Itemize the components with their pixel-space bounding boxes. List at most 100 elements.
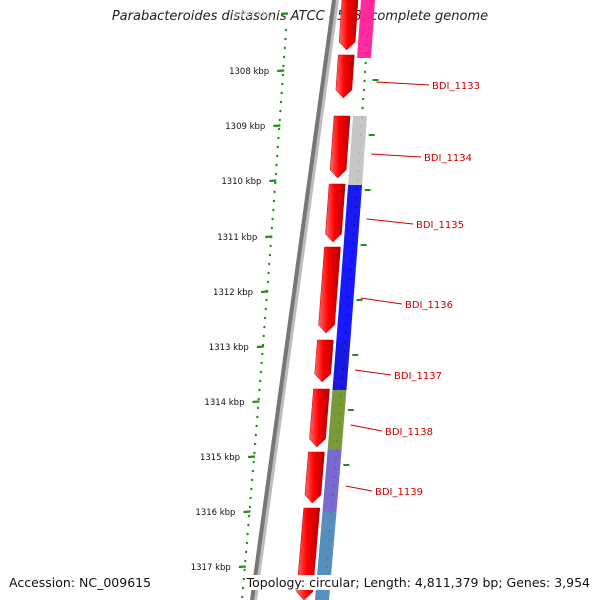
ring-dot [275, 163, 278, 167]
leader-line [350, 424, 383, 432]
tick-mark [243, 510, 251, 514]
ring-dot [361, 106, 364, 110]
ring-dot [251, 469, 255, 473]
ring-dot [257, 397, 260, 401]
ring-dot [281, 73, 285, 77]
ring-dot [244, 550, 248, 554]
outer-dotted-ring [241, 28, 288, 599]
ring-dot [250, 487, 253, 491]
ring-dot [282, 55, 286, 59]
gene-label[interactable]: BDI_1138 [385, 427, 433, 438]
tick-mark [277, 69, 285, 73]
ring-dot [284, 37, 287, 41]
ring-dot [272, 208, 275, 212]
tick-label: 1311 kbp [217, 233, 257, 243]
gene-label[interactable]: BDI_1137 [394, 371, 442, 382]
ring-dot [259, 370, 263, 374]
cds-arrow [329, 115, 351, 179]
gene-label-layer: BDI_1133 BDI_1134 BDI_1135 BDI_1136 BDI_1137… [345, 81, 480, 498]
cog-block [332, 342, 351, 390]
ring-dot [247, 514, 251, 518]
tick-mark [256, 345, 264, 349]
cog-track [314, 0, 379, 600]
cog-block [357, 0, 375, 58]
tick-label: 1309 kbp [225, 122, 265, 132]
ring-dot [279, 100, 283, 104]
ring-dot [274, 181, 277, 185]
ring-dot [276, 145, 279, 149]
tick-layer: 1307 kbp 1308 kbp 1309 kbp 1310 kbp 1311 kbp… [191, 10, 289, 573]
leader-line [345, 485, 373, 492]
ring-dot [277, 127, 281, 131]
tick-mark [252, 400, 260, 404]
tick-mark [265, 235, 273, 239]
ring-dot [262, 334, 265, 338]
ring-dot [279, 109, 282, 113]
ring-dot [269, 244, 272, 248]
ring-dot [243, 568, 246, 572]
ring-dot [253, 442, 257, 446]
ring-dot [363, 79, 366, 83]
tick-label: 1316 kbp [195, 508, 235, 518]
backbone-shadow [251, 0, 339, 600]
gene-label[interactable]: BDI_1133 [432, 81, 480, 92]
ring-dot [249, 496, 252, 500]
ring-dot [256, 415, 259, 419]
ring-dot [265, 298, 268, 302]
ring-dot [245, 541, 249, 545]
tick-mark [269, 179, 277, 183]
cog-block [322, 450, 342, 512]
tick-label: 1312 kbp [213, 288, 253, 298]
leader-line [360, 297, 403, 305]
ring-dot [244, 559, 247, 563]
tick-label: 1313 kbp [209, 343, 249, 353]
ring-dot [255, 424, 258, 428]
tick-mark [247, 455, 256, 459]
ring-dot [241, 595, 244, 599]
ring-dot [284, 28, 288, 32]
ring-dot [259, 379, 262, 383]
cds-arrow [309, 388, 330, 448]
ring-dot [263, 316, 267, 320]
cds-arrow [325, 183, 346, 243]
tick-label: 1310 kbp [221, 177, 261, 187]
ring-dot [276, 154, 279, 158]
tick-mark [238, 565, 246, 569]
gene-label[interactable]: BDI_1135 [416, 220, 464, 231]
ring-dot [270, 226, 274, 230]
gene-label[interactable]: BDI_1134 [424, 153, 472, 164]
cog-block [343, 185, 363, 247]
gene-label[interactable]: BDI_1139 [375, 487, 423, 498]
accession-text: Accession: NC_009615 [7, 575, 154, 590]
ring-dot [268, 253, 272, 257]
map-title: Parabacteroides distasonis ATCC 8503, co… [111, 9, 489, 24]
cds-arrow [318, 246, 341, 334]
cds-arrow [304, 451, 325, 504]
ring-dot [280, 91, 283, 95]
tick-label: 1317 kbp [191, 563, 231, 573]
leader-line [376, 81, 430, 86]
ring-dot [268, 262, 271, 266]
ring-dot [274, 172, 278, 176]
ring-dot [252, 460, 255, 464]
leader-line [371, 153, 422, 158]
ring-dot [241, 586, 245, 590]
ring-dot [271, 217, 274, 221]
ring-dot [266, 280, 270, 284]
ring-dot [247, 523, 250, 527]
ring-dot [242, 577, 245, 581]
backbone [250, 0, 336, 600]
ring-dot [264, 307, 267, 311]
cog-block [348, 116, 368, 185]
ring-dot [362, 97, 365, 101]
ring-dot [256, 406, 260, 410]
ring-dot [261, 352, 264, 356]
cog-block [327, 390, 347, 450]
leader-line [354, 369, 392, 376]
ring-dot [263, 325, 266, 329]
ring-dot [254, 433, 257, 437]
ring-dot [250, 478, 254, 482]
genome-summary: Topology: circular; Length: 4,811,379 bp… [244, 575, 592, 590]
gene-label[interactable]: BDI_1136 [405, 300, 453, 311]
